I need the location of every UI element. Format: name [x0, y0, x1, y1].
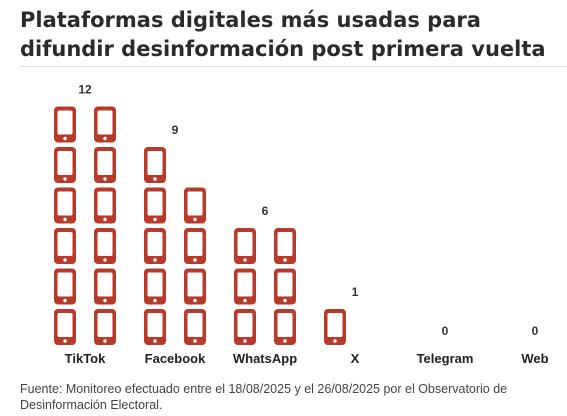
smartphone-icon [54, 309, 76, 345]
category-label: Facebook [145, 351, 206, 366]
smartphone-icon [274, 309, 296, 345]
value-label: 1 [352, 285, 359, 299]
smartphone-icon [144, 147, 166, 183]
smartphone-icon [184, 228, 206, 264]
smartphone-icon [274, 228, 296, 264]
smartphone-icon [144, 187, 166, 224]
smartphone-icon [234, 268, 256, 305]
smartphone-icon [184, 268, 206, 305]
category-label: Web [521, 351, 548, 366]
source-note: Fuente: Monitoreo efectuado entre el 18/… [20, 382, 508, 412]
category-label: WhatsApp [233, 351, 297, 366]
smartphone-icon [274, 268, 296, 305]
smartphone-icon [234, 309, 256, 345]
smartphone-icon [184, 309, 206, 345]
smartphone-icon [184, 187, 206, 224]
smartphone-icon [144, 268, 166, 305]
category-label: Telegram [417, 351, 474, 366]
value-label: 6 [262, 204, 269, 218]
chart-title: Plataformas digitales más usadas para di… [20, 8, 546, 61]
category-label: TikTok [65, 351, 106, 366]
smartphone-icon [94, 187, 116, 224]
smartphone-icon [144, 309, 166, 345]
smartphone-icon [94, 147, 116, 183]
value-label: 12 [78, 83, 92, 97]
category-label: X [351, 351, 360, 366]
smartphone-icon [324, 309, 346, 345]
value-label: 0 [442, 324, 449, 338]
title-divider [20, 66, 567, 67]
smartphone-icon [94, 268, 116, 305]
value-label: 0 [532, 324, 539, 338]
smartphone-icon [54, 187, 76, 224]
value-label: 9 [172, 123, 179, 137]
smartphone-icon [234, 228, 256, 264]
smartphone-icon [94, 106, 116, 143]
smartphone-icon [144, 228, 166, 264]
smartphone-icon [94, 228, 116, 264]
smartphone-icon [54, 268, 76, 305]
smartphone-icon [54, 228, 76, 264]
smartphone-icon [54, 147, 76, 183]
smartphone-icon [54, 106, 76, 143]
smartphone-icon [94, 309, 116, 345]
